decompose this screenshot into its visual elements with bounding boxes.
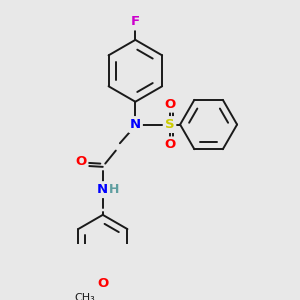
Text: O: O [164, 98, 175, 111]
Text: N: N [97, 183, 108, 196]
Text: N: N [130, 118, 141, 131]
Text: H: H [109, 183, 119, 196]
Text: F: F [131, 16, 140, 28]
Text: O: O [97, 277, 108, 290]
Text: CH₃: CH₃ [74, 293, 95, 300]
Text: O: O [75, 155, 86, 169]
Text: O: O [164, 138, 175, 152]
Text: S: S [165, 118, 174, 131]
